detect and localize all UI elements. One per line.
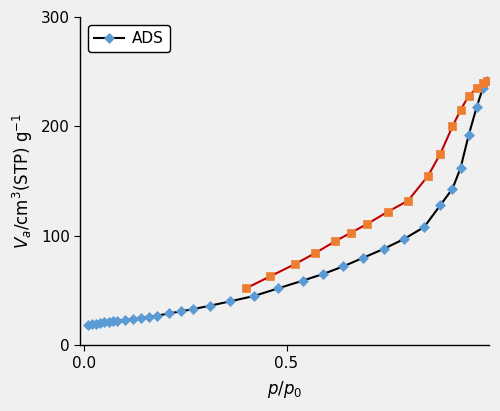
ADS (380, 247, 386, 252)
ADS (114, 318, 119, 323)
ADS (90, 322, 96, 327)
ADS (251, 293, 257, 298)
ADS (98, 321, 103, 326)
ADS (466, 133, 471, 138)
ADS (458, 166, 464, 171)
ADS (154, 313, 160, 318)
Y-axis label: $V_a$/cm$^3$(STP) g$^{-1}$: $V_a$/cm$^3$(STP) g$^{-1}$ (11, 113, 35, 249)
ADS (421, 224, 427, 229)
ADS (438, 203, 444, 208)
ADS (227, 299, 233, 304)
ADS (130, 316, 136, 321)
ADS (122, 318, 128, 323)
ADS (190, 307, 196, 312)
Line: ADS: ADS (85, 77, 490, 329)
ADS (206, 303, 212, 308)
ADS (276, 286, 281, 291)
ADS (401, 237, 407, 242)
ADS (106, 319, 112, 324)
Legend: ADS: ADS (88, 25, 170, 52)
ADS (94, 321, 100, 326)
ADS (474, 104, 480, 109)
ADS (138, 315, 144, 320)
ADS (480, 86, 486, 91)
ADS (178, 309, 184, 314)
ADS (450, 186, 456, 191)
ADS (300, 278, 306, 283)
ADS (86, 323, 91, 328)
X-axis label: $\mathit{p/p}_0$: $\mathit{p/p}_0$ (267, 379, 302, 400)
ADS (146, 314, 152, 319)
ADS (360, 255, 366, 260)
ADS (110, 319, 116, 323)
ADS (166, 311, 172, 316)
ADS (340, 264, 346, 269)
ADS (102, 320, 107, 325)
ADS (320, 272, 326, 277)
ADS (484, 78, 490, 83)
